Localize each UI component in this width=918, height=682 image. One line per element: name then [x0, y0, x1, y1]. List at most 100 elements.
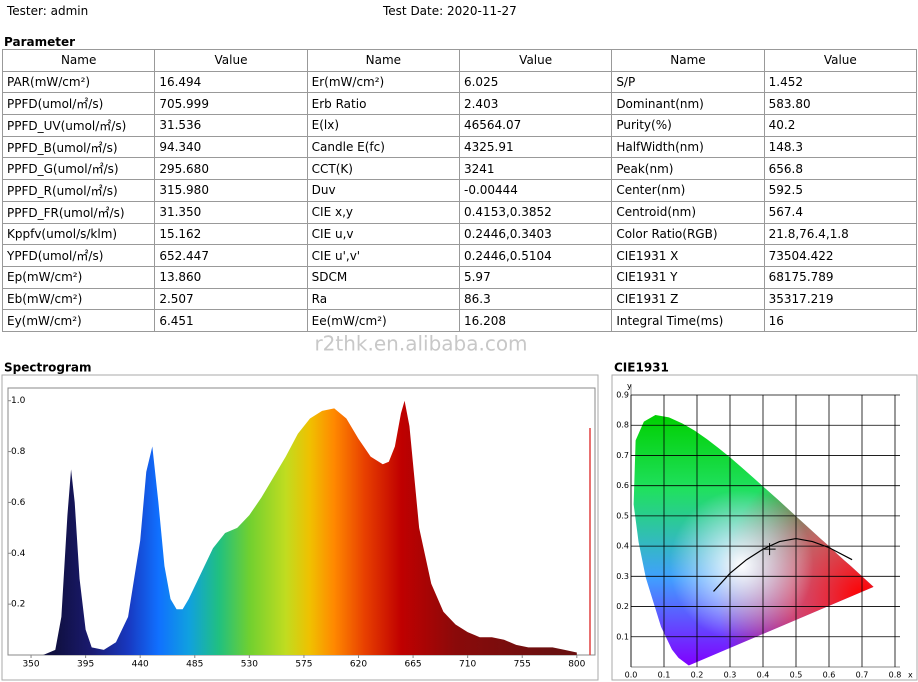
panel [611, 374, 918, 681]
value-cell: 40.2 [763, 114, 918, 137]
table-row: PPFD_UV(umol/㎡/s) 31.536 E(lx) 46564.07 Puri… [1, 114, 918, 137]
x-tick-label: 440 [132, 660, 149, 670]
x-tick-label: 575 [295, 660, 312, 670]
y-tick-label: 0.2 [616, 602, 629, 611]
value-cell: 94.340 [154, 135, 308, 159]
name-cell: Dominant(nm) [611, 92, 765, 116]
column-header: Value [154, 49, 308, 72]
name-cell: Color Ratio(RGB) [611, 222, 765, 246]
table-row: PPFD(umol/㎡/s) 705.999 Erb Ratio 2.403 Domin… [1, 92, 918, 116]
value-cell: 21.8,76.4,1.8 [763, 222, 918, 246]
value-cell: 4325.91 [458, 135, 613, 159]
y-tick-label: 0.6 [11, 498, 26, 508]
column-header: Value [458, 49, 613, 72]
x-tick-label: 665 [404, 660, 421, 670]
value-cell: 16.208 [458, 309, 613, 332]
value-cell: 6.451 [154, 309, 308, 332]
x-tick-label: 0.6 [823, 671, 836, 680]
name-cell: Center(nm) [611, 179, 765, 202]
y-tick-label: 0.1 [616, 632, 629, 641]
x-tick-label: 620 [350, 660, 367, 670]
y-tick-label: 0.5 [616, 511, 629, 520]
test-date: Test Date: 2020-11-27 [383, 4, 517, 18]
x-tick-label: 0.1 [658, 671, 671, 680]
value-cell: -0.00444 [458, 179, 613, 202]
value-cell: 31.350 [154, 200, 308, 224]
value-cell: 652.447 [154, 244, 308, 267]
table-row: Kppfv(umol/s/klm) 15.162 CIE u,v 0.2446,0.3… [1, 222, 918, 246]
x-tick-label: 0.5 [790, 671, 803, 680]
watermark: r2thk.en.alibaba.com [314, 332, 527, 356]
x-tick-label: 755 [514, 660, 531, 670]
value-cell: 583.80 [763, 92, 918, 116]
name-cell: Integral Time(ms) [611, 309, 765, 332]
value-cell: 592.5 [763, 179, 918, 202]
name-cell: HalfWidth(nm) [611, 135, 765, 159]
value-cell: 567.4 [763, 200, 918, 224]
column-header: Name [306, 49, 460, 72]
table-row: YPFD(umol/㎡/s) 652.447 CIE u',v' 0.2446,0.5… [1, 244, 918, 267]
table-row: PAR(mW/cm²) 16.494 Er(mW/cm²) 6.025 S/P 1.452 [1, 70, 918, 94]
value-cell: 0.4153,0.3852 [458, 200, 613, 224]
name-cell: PPFD_B(umol/㎡/s) [1, 135, 156, 159]
value-cell: 2.403 [458, 92, 613, 116]
parameter-table: Name Value Name Value Name Value PAR(mW/cm²) 16… [1, 49, 918, 332]
name-cell: CIE x,y [306, 200, 460, 224]
name-cell: CCT(K) [306, 157, 460, 181]
y-tick-label: 0.8 [11, 447, 26, 457]
table-row: Eb(mW/cm²) 2.507 Ra 86.3 CIE1931 Z 35317.219 [1, 287, 918, 311]
x-tick-label: 0.8 [889, 671, 902, 680]
value-cell: 0.2446,0.3403 [458, 222, 613, 246]
column-header: Value [763, 49, 918, 72]
gamut-white [633, 414, 874, 666]
chart-title: CIE1931 [614, 361, 669, 375]
name-cell: Peak(nm) [611, 157, 765, 181]
value-cell: 0.2446,0.5104 [458, 244, 613, 267]
point-marker [763, 543, 776, 556]
value-cell: 148.3 [763, 135, 918, 159]
name-cell: CIE1931 X [611, 244, 765, 267]
name-cell: E(lx) [306, 114, 460, 137]
y-axis-label: y [627, 382, 632, 391]
table-row: PPFD_B(umol/㎡/s) 94.340 Candle E(fc) 4325.9… [1, 135, 918, 159]
name-cell: PPFD_FR(umol/㎡/s) [1, 200, 156, 224]
name-cell: Ep(mW/cm²) [1, 265, 156, 289]
table-row: PPFD_R(umol/㎡/s) 315.980 Duv -0.00444 Center… [1, 179, 918, 202]
x-tick-label: 0.2 [691, 671, 704, 680]
name-cell: Duv [306, 179, 460, 202]
x-tick-label: 800 [568, 660, 585, 670]
spectrum-area [31, 400, 577, 655]
chart-title: Spectrogram [4, 361, 92, 375]
y-tick-label: 0.4 [11, 549, 26, 559]
panel [1, 374, 599, 681]
y-tick-label: 0.3 [616, 572, 629, 581]
tester: Tester: admin [7, 4, 89, 18]
name-cell: PPFD_UV(umol/㎡/s) [1, 114, 156, 137]
name-cell: YPFD(umol/㎡/s) [1, 244, 156, 267]
value-cell: 16.494 [154, 70, 308, 94]
value-cell: 31.536 [154, 114, 308, 137]
name-cell: CIE u,v [306, 222, 460, 246]
x-tick-label: 395 [77, 660, 94, 670]
x-tick-label: 485 [186, 660, 203, 670]
x-axis-label: x [908, 671, 913, 680]
table-row: Ey(mW/cm²) 6.451 Ee(mW/cm²) 16.208 Integral … [1, 309, 918, 332]
x-tick-label: 530 [241, 660, 258, 670]
x-tick-label: 0.3 [724, 671, 737, 680]
value-cell: 46564.07 [458, 114, 613, 137]
x-tick-label: 0.0 [625, 671, 638, 680]
value-cell: 295.680 [154, 157, 308, 181]
name-cell: PPFD_G(umol/㎡/s) [1, 157, 156, 181]
value-cell: 73504.422 [763, 244, 918, 267]
name-cell: Eb(mW/cm²) [1, 287, 156, 311]
y-tick-label: 0.9 [616, 391, 629, 400]
y-tick-label: 0.8 [616, 421, 629, 430]
x-tick-label: 0.7 [856, 671, 869, 680]
value-cell: 1.452 [763, 70, 918, 94]
name-cell: Ee(mW/cm²) [306, 309, 460, 332]
name-cell: Kppfv(umol/s/klm) [1, 222, 156, 246]
value-cell: 3241 [458, 157, 613, 181]
table-row: PPFD_G(umol/㎡/s) 295.680 CCT(K) 3241 Peak(nm… [1, 157, 918, 181]
